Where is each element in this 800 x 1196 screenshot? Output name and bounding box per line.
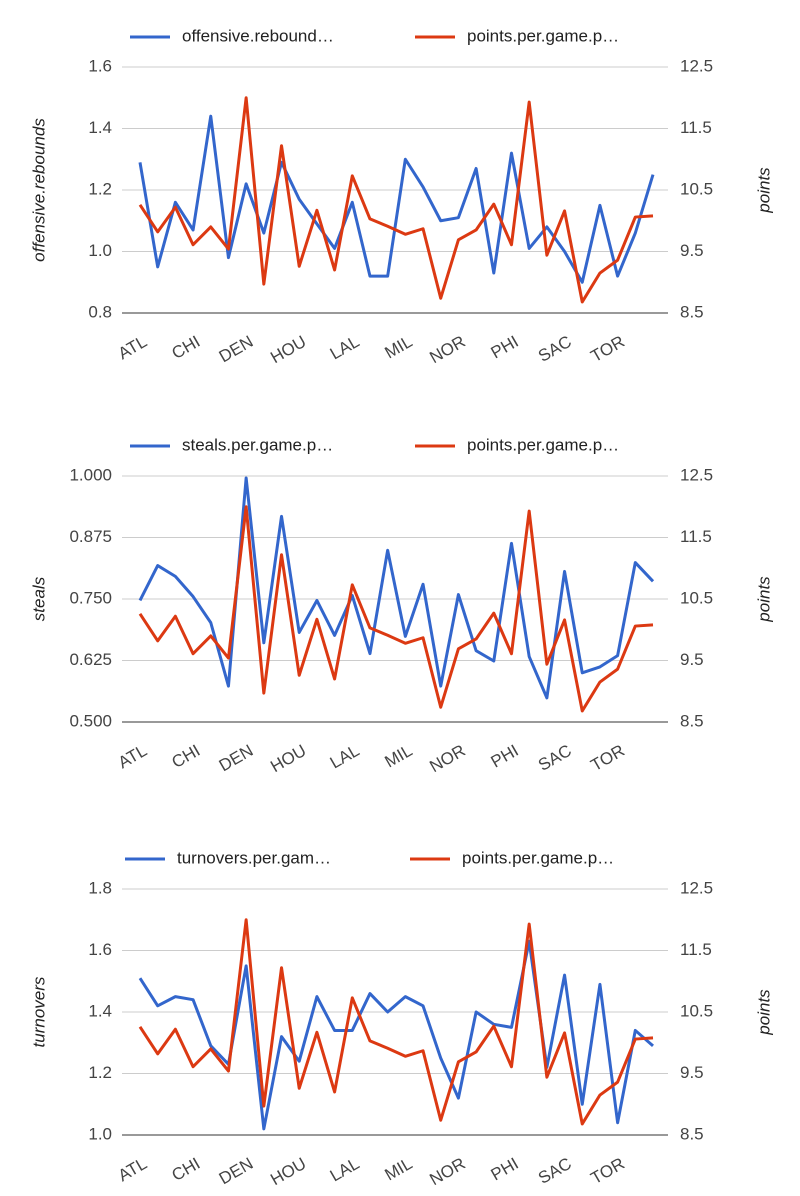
x-tick-label: HOU: [267, 741, 309, 776]
line-series: [138, 939, 654, 1131]
x-tick-label: DEN: [216, 741, 257, 775]
y-tick-label: 0.750: [69, 588, 112, 607]
legend-label: points.per.game.p…: [467, 435, 619, 454]
y-tick-label: 1.0: [88, 1124, 112, 1143]
line-series: [138, 114, 655, 284]
legend-label: points.per.game.p…: [462, 848, 614, 867]
y2-tick-label: 11.5: [680, 527, 712, 546]
x-tick-label: HOU: [267, 332, 309, 367]
legend-label: offensive.rebound…: [182, 26, 334, 45]
x-tick-label: MIL: [382, 332, 416, 363]
y2-axis-title: points: [754, 576, 773, 623]
y-tick-label: 0.625: [69, 650, 112, 669]
x-tick-label: PHI: [488, 1154, 522, 1185]
x-tick-label: ATL: [115, 1154, 150, 1185]
x-tick-label: MIL: [382, 1154, 416, 1185]
y-tick-label: 1.4: [88, 118, 112, 137]
x-tick-label: CHI: [168, 332, 203, 363]
y2-tick-label: 12.5: [680, 56, 713, 75]
y-tick-label: 1.6: [88, 56, 112, 75]
x-tick-label: SAC: [535, 1154, 575, 1188]
x-tick-label: MIL: [382, 741, 416, 772]
y2-tick-label: 8.5: [680, 711, 704, 730]
y2-tick-label: 9.5: [680, 650, 704, 669]
y2-tick-label: 10.5: [680, 179, 713, 198]
x-tick-label: LAL: [327, 741, 363, 773]
y-tick-label: 1.8: [88, 878, 112, 897]
x-tick-label: TOR: [588, 332, 628, 366]
line-series: [138, 96, 654, 304]
x-tick-label: LAL: [327, 1154, 363, 1186]
x-tick-label: CHI: [168, 741, 203, 772]
y-axis-title: steals: [29, 576, 48, 621]
x-tick-label: DEN: [216, 332, 257, 366]
legend-label: steals.per.game.p…: [182, 435, 333, 454]
y-axis-title: turnovers: [29, 976, 48, 1047]
y-tick-label: 1.2: [88, 179, 112, 198]
x-tick-label: PHI: [488, 741, 522, 772]
x-tick-label: NOR: [426, 332, 468, 367]
y2-tick-label: 12.5: [680, 465, 713, 484]
x-tick-label: SAC: [535, 332, 575, 366]
y-tick-label: 0.500: [69, 711, 112, 730]
y2-tick-label: 9.5: [680, 1063, 704, 1082]
y2-tick-label: 11.5: [680, 940, 712, 959]
y-tick-label: 1.000: [69, 465, 112, 484]
x-tick-label: HOU: [267, 1154, 309, 1189]
legend-label: turnovers.per.gam…: [177, 848, 331, 867]
line-series: [138, 476, 655, 700]
x-tick-label: PHI: [488, 332, 522, 363]
y2-tick-label: 10.5: [680, 588, 713, 607]
y2-tick-label: 9.5: [680, 241, 704, 260]
x-tick-label: SAC: [535, 741, 575, 775]
x-tick-label: TOR: [588, 1154, 628, 1188]
y2-tick-label: 8.5: [680, 1124, 704, 1143]
y-tick-label: 1.4: [88, 1001, 112, 1020]
x-tick-label: DEN: [216, 1154, 257, 1188]
y2-tick-label: 11.5: [680, 118, 712, 137]
line-series: [138, 918, 654, 1126]
x-tick-label: ATL: [115, 332, 150, 363]
y2-tick-label: 12.5: [680, 878, 713, 897]
x-tick-label: NOR: [426, 741, 468, 776]
y2-axis-title: points: [754, 167, 773, 214]
x-tick-label: CHI: [168, 1154, 203, 1185]
x-tick-label: NOR: [426, 1154, 468, 1189]
y2-tick-label: 8.5: [680, 302, 704, 321]
line-series: [138, 505, 654, 713]
y-tick-label: 0.8: [88, 302, 112, 321]
y-axis-title: offensive.rebounds: [29, 118, 48, 262]
x-tick-label: ATL: [115, 741, 150, 772]
y2-axis-title: points: [754, 989, 773, 1036]
y-tick-label: 0.875: [69, 527, 112, 546]
y-tick-label: 1.2: [88, 1063, 112, 1082]
y2-tick-label: 10.5: [680, 1001, 713, 1020]
y-tick-label: 1.6: [88, 940, 112, 959]
x-tick-label: TOR: [588, 741, 628, 775]
y-tick-label: 1.0: [88, 241, 112, 260]
x-tick-label: LAL: [327, 332, 363, 364]
legend-label: points.per.game.p…: [467, 26, 619, 45]
